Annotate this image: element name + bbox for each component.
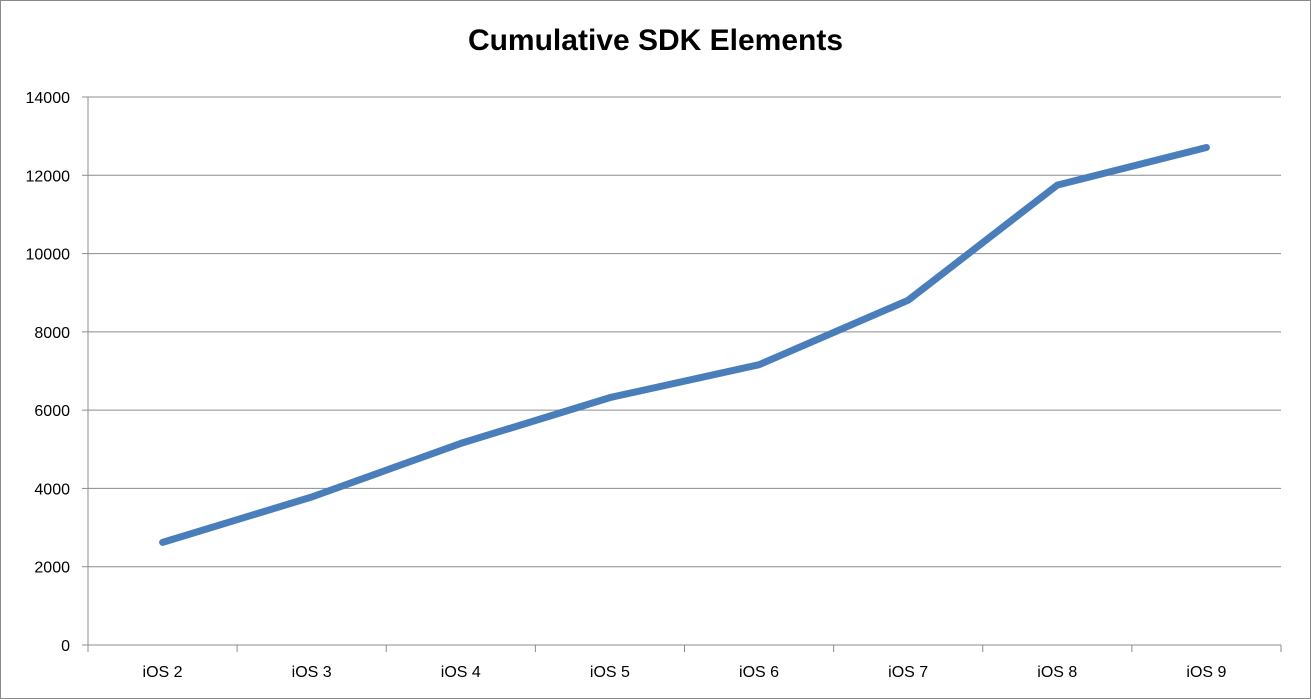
y-tick-label: 12000 (26, 168, 71, 185)
x-tick-label: iOS 9 (1186, 664, 1226, 681)
grid-lines (88, 96, 1281, 568)
x-tick-label: iOS 4 (441, 664, 481, 681)
series-line (159, 144, 1210, 546)
y-tick-label: 14000 (26, 90, 71, 107)
chart-title: Cumulative SDK Elements (467, 24, 844, 57)
y-tick-label: 6000 (34, 403, 70, 420)
y-tick-label: 0 (61, 638, 70, 655)
x-tick-label: iOS 5 (590, 664, 630, 681)
y-tick-label: 8000 (34, 325, 70, 342)
x-tick-label: iOS 7 (888, 664, 928, 681)
x-tick-label: iOS 8 (1037, 664, 1077, 681)
y-tick-label: 4000 (34, 481, 70, 498)
y-tick-label: 10000 (26, 247, 71, 264)
y-tick-labels: 0 2000 4000 6000 8000 10000 12000 14000 (26, 90, 71, 655)
y-tick-label: 2000 (34, 560, 70, 577)
x-tick-labels: iOS 2 iOS 3 iOS 4 iOS 5 iOS 6 iOS 7 iOS 8 iOS 9 (143, 664, 1227, 681)
x-tick-label: iOS 6 (739, 664, 779, 681)
axes (82, 96, 1282, 652)
series-group (159, 144, 1210, 546)
x-tick-label: iOS 2 (143, 664, 183, 681)
x-tick-label: iOS 3 (292, 664, 332, 681)
